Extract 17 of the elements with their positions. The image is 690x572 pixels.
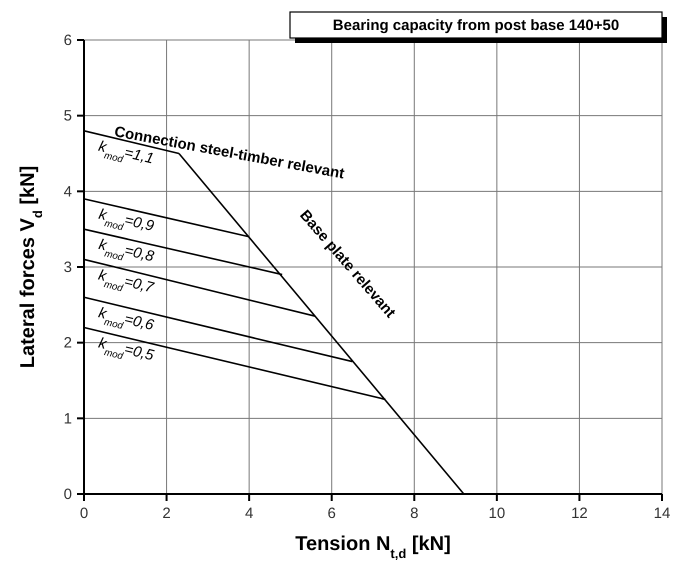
y-tick-label: 1 (64, 410, 72, 428)
x-tick-label: 10 (488, 505, 506, 522)
x-tick-label: 8 (410, 505, 418, 522)
y-tick-label: 2 (64, 334, 72, 352)
x-tick-label: 14 (654, 505, 670, 522)
x-tick-label: 0 (80, 505, 88, 522)
x-tick-label: 2 (162, 505, 171, 522)
x-tick-label: 6 (328, 505, 336, 522)
x-tick-label: 12 (571, 505, 588, 522)
x-tick-label: 4 (244, 505, 254, 522)
y-tick-label: 4 (64, 183, 72, 200)
chart-title: Bearing capacity from post base 140+50 (332, 17, 620, 34)
y-tick-label: 6 (64, 32, 72, 49)
y-tick-label: 5 (64, 108, 72, 125)
y-tick-label: 3 (64, 259, 72, 276)
y-tick-label: 0 (64, 486, 72, 503)
x-axis-title: Tension N$_{t,d}$ [kN] (295, 533, 451, 560)
